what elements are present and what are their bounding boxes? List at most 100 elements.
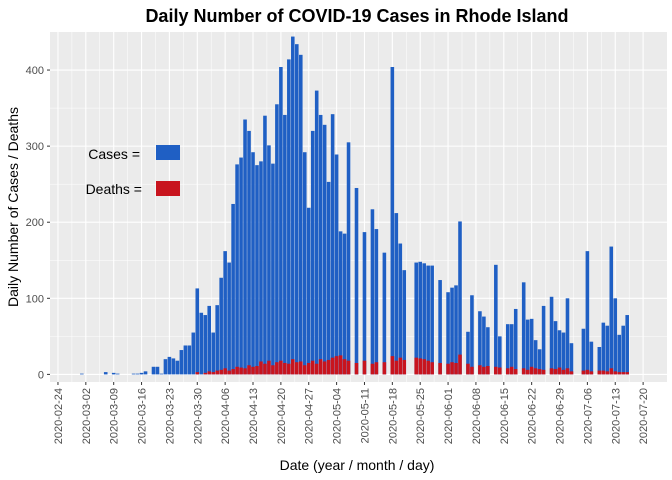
cases-bar [454, 285, 458, 375]
cases-bar [287, 59, 291, 375]
y-tick-label: 400 [26, 65, 44, 77]
cases-bar [362, 232, 367, 375]
cases-bar [227, 262, 231, 375]
deaths-bar [561, 369, 566, 375]
cases-bar [159, 373, 164, 375]
deaths-bar [235, 366, 239, 375]
deaths-bar [513, 369, 518, 375]
cases-bar [80, 373, 84, 375]
cases-bar [298, 54, 303, 375]
cases-bar [115, 373, 120, 375]
cases-bar [402, 270, 407, 375]
cases-bar [203, 315, 208, 375]
legend-swatch-deaths [156, 181, 180, 196]
cases-bar [295, 44, 299, 375]
deaths-bar [446, 363, 450, 375]
cases-bar [370, 209, 375, 375]
deaths-bar [231, 369, 235, 375]
cases-bar [382, 252, 387, 375]
cases-bar [398, 243, 403, 375]
cases-bar [302, 152, 307, 375]
deaths-bar [354, 362, 359, 375]
cases-bar [191, 332, 196, 375]
cases-bar [438, 280, 442, 375]
deaths-bar [295, 362, 299, 375]
cases-bar [167, 356, 172, 375]
x-tick-label: 2020-05-04 [332, 388, 344, 444]
deaths-bar [533, 368, 538, 375]
cases-bar [470, 295, 474, 375]
cases-bar [314, 90, 319, 375]
cases-bar [179, 350, 184, 375]
cases-bar [537, 349, 542, 375]
y-tick-label: 100 [26, 293, 44, 305]
deaths-bar [302, 365, 307, 375]
deaths-bar [326, 359, 331, 375]
cases-bar [275, 104, 279, 375]
cases-bar [541, 305, 546, 375]
deaths-bar [382, 362, 387, 375]
deaths-bar [478, 365, 482, 375]
cases-bar [589, 341, 594, 375]
cases-bar [494, 264, 498, 375]
deaths-bar [525, 369, 530, 375]
cases-bar [271, 163, 275, 375]
deaths-bar [569, 371, 574, 375]
cases-bar [103, 372, 108, 375]
deaths-bar [338, 355, 343, 375]
x-axis: 2020-02-24 2020-03-02 2020-03-09 2020-03-16… [53, 382, 650, 444]
deaths-bar [251, 366, 255, 375]
deaths-bar [219, 369, 223, 375]
x-tick-label: 2020-03-16 [137, 388, 149, 444]
cases-bar [513, 308, 518, 375]
deaths-bar [398, 357, 403, 375]
cases-bar [326, 181, 331, 375]
cases-bar [139, 372, 144, 375]
x-tick-label: 2020-02-24 [53, 388, 65, 444]
deaths-bar [426, 360, 430, 375]
cases-bar [310, 130, 315, 375]
cases-bar [430, 265, 434, 375]
legend-label-cases: Cases = [88, 146, 140, 162]
deaths-bar [537, 369, 542, 375]
x-tick-label: 2020-04-13 [248, 388, 260, 444]
cases-bar [171, 358, 176, 375]
cases-bar [549, 296, 554, 375]
y-tick-label: 200 [26, 217, 44, 229]
cases-bar [135, 373, 140, 375]
deaths-bar [267, 360, 271, 375]
cases-bar [207, 305, 212, 375]
cases-bar [175, 360, 180, 375]
legend-swatch-cases [156, 145, 180, 160]
deaths-bar [505, 368, 510, 375]
deaths-bar [195, 372, 200, 375]
deaths-bar [450, 362, 454, 375]
x-tick-label: 2020-06-15 [499, 388, 511, 444]
cases-bar [521, 282, 526, 375]
deaths-bar [215, 370, 219, 375]
cases-bar [509, 324, 514, 375]
deaths-bar [374, 362, 379, 375]
cases-bar [533, 340, 538, 375]
x-tick-label: 2020-05-25 [415, 388, 427, 444]
deaths-bar [298, 361, 303, 375]
deaths-bar [414, 357, 419, 375]
x-tick-label: 2020-06-29 [555, 388, 567, 444]
deaths-bar [458, 354, 462, 375]
x-tick-label: 2020-07-13 [610, 388, 622, 444]
cases-bar [605, 325, 610, 375]
cases-bar [338, 231, 343, 375]
y-tick-label: 300 [26, 141, 44, 153]
cases-bar [267, 145, 271, 375]
deaths-bars [195, 354, 629, 375]
cases-bar [414, 262, 419, 375]
deaths-bar [438, 362, 442, 375]
deaths-bar [287, 363, 291, 375]
deaths-bar [211, 372, 215, 375]
cases-bar [446, 292, 450, 375]
cases-bar [223, 251, 227, 375]
deaths-bar [314, 363, 319, 375]
deaths-bar [605, 371, 610, 375]
deaths-bar [613, 371, 618, 375]
cases-bar [609, 246, 614, 375]
